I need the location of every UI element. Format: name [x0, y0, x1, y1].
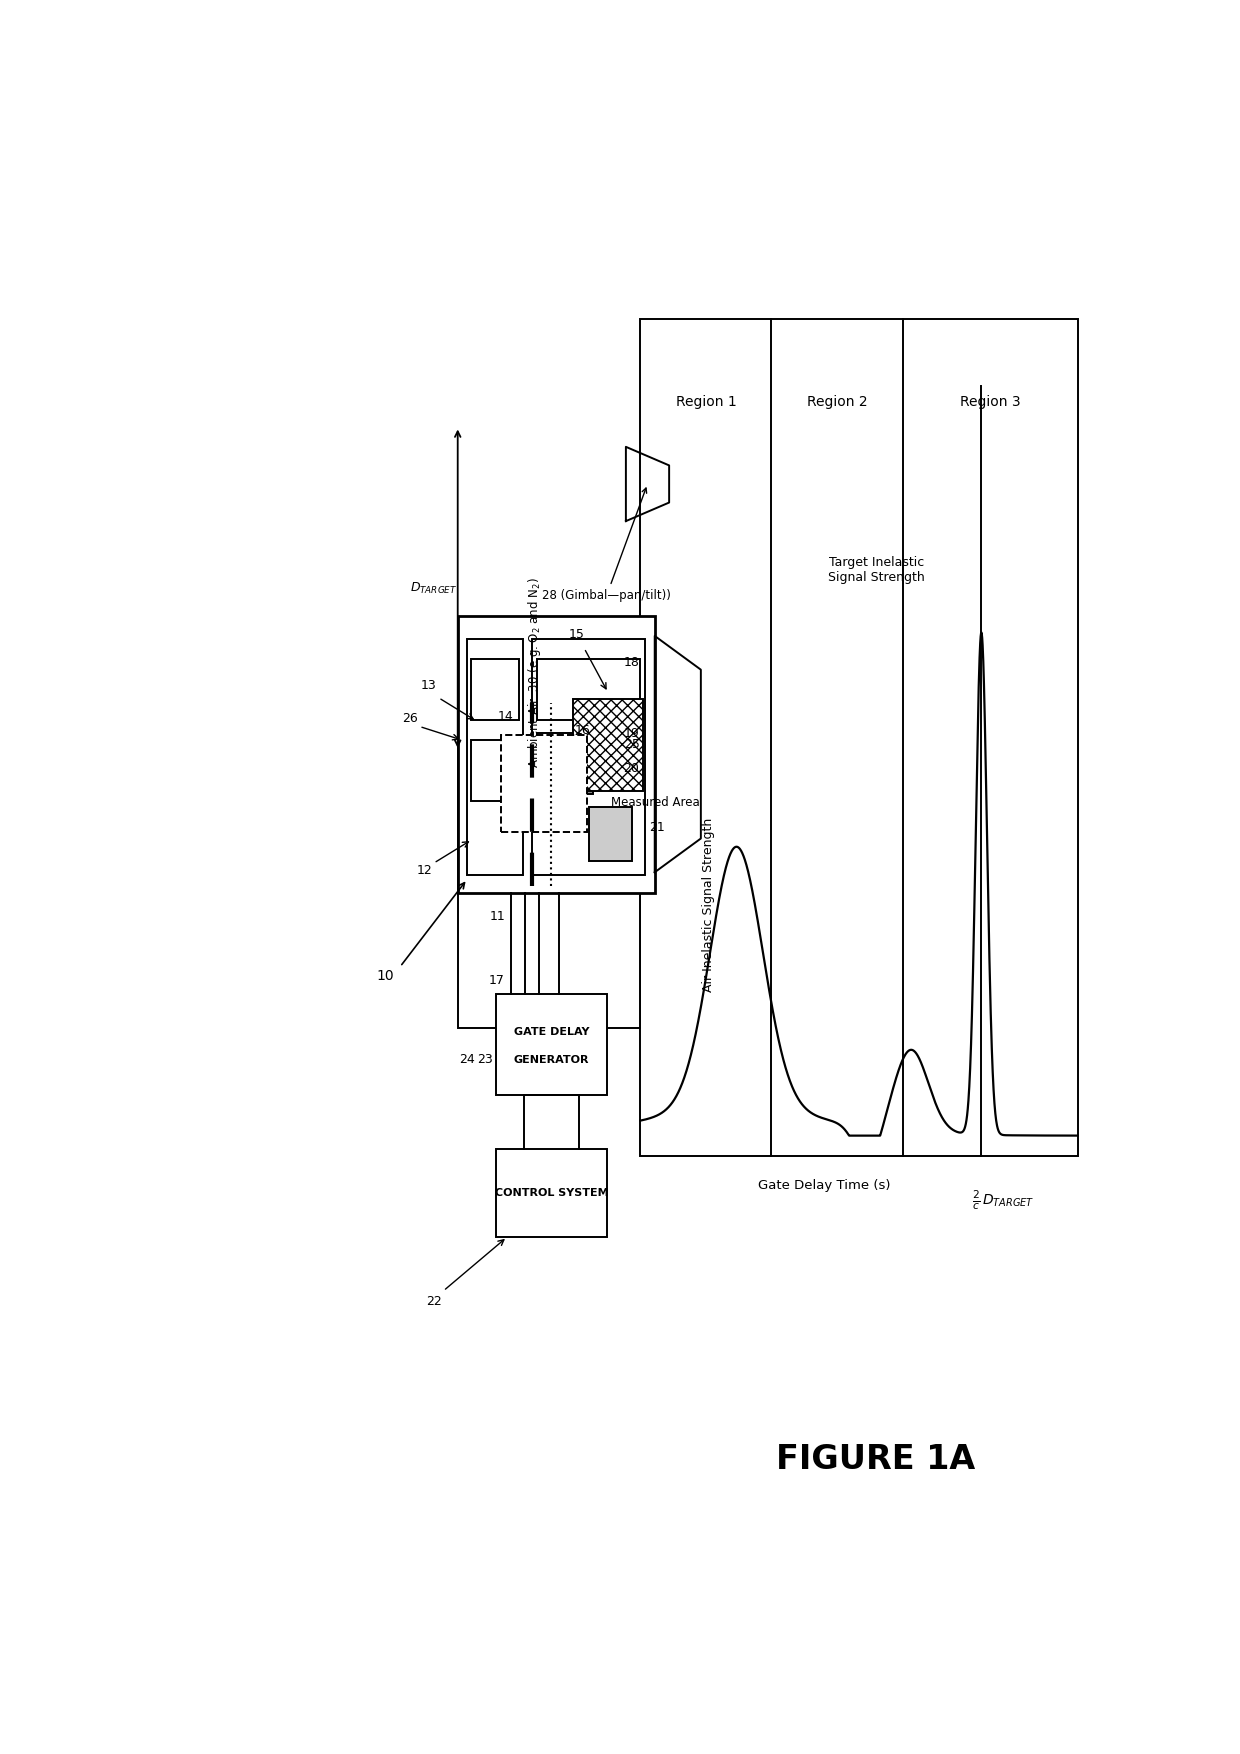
- Text: Ambient Air  30 (e.g. O$_2$ and N$_2$): Ambient Air 30 (e.g. O$_2$ and N$_2$): [526, 577, 543, 768]
- Text: 17: 17: [489, 973, 505, 988]
- Bar: [496, 995, 606, 1094]
- Bar: [573, 700, 644, 791]
- Text: 14: 14: [498, 710, 513, 723]
- Text: 20: 20: [624, 761, 640, 775]
- Bar: [467, 638, 523, 875]
- Text: Air Inelastic Signal Strength: Air Inelastic Signal Strength: [702, 817, 714, 991]
- Text: 15: 15: [568, 628, 584, 640]
- Bar: [640, 319, 1078, 1156]
- Bar: [537, 733, 599, 774]
- Bar: [537, 774, 593, 795]
- Text: CONTROL SYSTEM: CONTROL SYSTEM: [495, 1187, 609, 1198]
- Bar: [458, 623, 640, 1028]
- Bar: [589, 807, 632, 861]
- Text: 19: 19: [624, 726, 640, 740]
- Text: Region 2: Region 2: [807, 395, 868, 409]
- Text: 22: 22: [425, 1294, 441, 1308]
- Text: Measured Area: Measured Area: [611, 796, 701, 809]
- Bar: [496, 1149, 606, 1237]
- Text: 10: 10: [377, 970, 394, 984]
- Bar: [471, 740, 520, 800]
- Text: 16: 16: [575, 724, 590, 737]
- Text: 26: 26: [402, 712, 418, 724]
- Bar: [458, 616, 655, 893]
- Bar: [501, 735, 588, 831]
- Text: Region 1: Region 1: [676, 395, 737, 409]
- Text: 24: 24: [460, 1052, 475, 1066]
- Text: $\frac{2}{c}$: $\frac{2}{c}$: [972, 1189, 981, 1212]
- Text: 25: 25: [624, 738, 640, 751]
- Text: 11: 11: [490, 910, 505, 923]
- Text: 28 (Gimbal—pan/tilt)): 28 (Gimbal—pan/tilt)): [542, 488, 671, 602]
- Bar: [532, 638, 645, 875]
- Bar: [471, 660, 520, 719]
- Text: 18: 18: [624, 656, 640, 668]
- Text: $D_{TARGET}$: $D_{TARGET}$: [410, 581, 458, 596]
- Text: Target Inelastic
Signal Strength: Target Inelastic Signal Strength: [828, 556, 925, 584]
- Text: Gate Delay Time (s): Gate Delay Time (s): [758, 1179, 890, 1193]
- Text: FIGURE 1A: FIGURE 1A: [776, 1444, 976, 1477]
- Bar: [537, 660, 640, 719]
- Text: 23: 23: [476, 1052, 492, 1066]
- Text: 12: 12: [417, 863, 432, 877]
- Text: Region 3: Region 3: [960, 395, 1021, 409]
- Text: 21: 21: [649, 821, 665, 835]
- Text: 13: 13: [422, 679, 436, 693]
- Text: $D_{TARGET}$: $D_{TARGET}$: [982, 1193, 1034, 1209]
- Text: GATE DELAY: GATE DELAY: [513, 1028, 589, 1037]
- Text: GENERATOR: GENERATOR: [513, 1054, 589, 1065]
